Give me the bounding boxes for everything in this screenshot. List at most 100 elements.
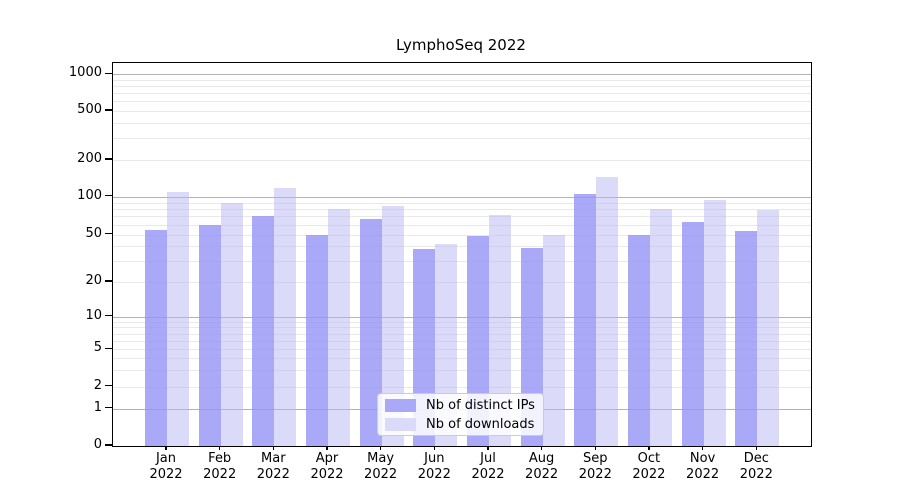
bar-downloads-jan bbox=[167, 191, 189, 446]
y-tick-mark-500 bbox=[105, 109, 112, 111]
bar-distinct-ips-sep bbox=[574, 194, 597, 446]
minor-gridline-40 bbox=[113, 246, 811, 248]
x-tick-mark-feb bbox=[219, 446, 221, 450]
y-tick-label-20: 20 bbox=[85, 273, 102, 288]
minor-gridline-70 bbox=[113, 216, 811, 218]
minor-gridline-90 bbox=[113, 202, 811, 204]
minor-gridline-2 bbox=[113, 386, 811, 388]
bar-distinct-ips-may bbox=[359, 218, 382, 446]
y-tick-mark-50 bbox=[105, 233, 112, 235]
minor-gridline-8 bbox=[113, 327, 811, 329]
minor-gridline-700 bbox=[113, 93, 811, 95]
bar-distinct-ips-jan bbox=[145, 229, 167, 446]
bar-downloads-aug bbox=[542, 234, 565, 446]
legend-item-distinct-ips: Nb of distinct IPs bbox=[378, 398, 543, 413]
legend-swatch-downloads bbox=[385, 417, 416, 431]
minor-gridline-4 bbox=[113, 358, 811, 360]
y-tick-label-0: 0 bbox=[93, 437, 102, 452]
y-tick-label-500: 500 bbox=[77, 102, 102, 117]
x-tick-mark-may bbox=[379, 446, 382, 450]
x-tick-mark-aug bbox=[540, 446, 543, 450]
bar-downloads-feb bbox=[220, 202, 243, 446]
bar-downloads-oct bbox=[649, 208, 672, 446]
y-tick-label-10: 10 bbox=[85, 307, 102, 323]
x-tick-label-jul: Jul 2022 bbox=[471, 451, 505, 482]
x-tick-label-jun: Jun 2022 bbox=[417, 451, 451, 482]
legend-label-downloads: Nb of downloads bbox=[426, 416, 535, 432]
minor-gridline-500 bbox=[113, 111, 811, 112]
minor-gridline-30 bbox=[113, 261, 811, 263]
chart-title: LymphoSeq 2022 bbox=[396, 36, 526, 54]
x-tick-label-dec: Dec 2022 bbox=[739, 451, 773, 482]
major-gridline-100 bbox=[113, 196, 811, 198]
minor-gridline-3 bbox=[113, 370, 811, 372]
minor-gridline-800 bbox=[113, 86, 811, 88]
y-tick-label-50: 50 bbox=[85, 225, 102, 241]
major-gridline-1000 bbox=[113, 74, 811, 76]
y-tick-mark-5 bbox=[105, 347, 112, 349]
x-tick-mark-jun bbox=[433, 446, 435, 450]
minor-gridline-6 bbox=[113, 340, 811, 342]
x-tick-mark-mar bbox=[272, 446, 274, 450]
legend: Nb of distinct IPs Nb of downloads bbox=[377, 393, 544, 436]
x-tick-label-sep: Sep 2022 bbox=[578, 451, 612, 482]
bar-distinct-ips-feb bbox=[198, 224, 221, 446]
y-tick-mark-200 bbox=[105, 158, 112, 160]
major-gridline-10 bbox=[113, 316, 811, 318]
bar-distinct-ips-dec bbox=[735, 230, 758, 446]
x-tick-mark-oct bbox=[648, 446, 650, 450]
y-tick-mark-0 bbox=[105, 444, 112, 446]
minor-gridline-9 bbox=[113, 321, 811, 323]
minor-gridline-900 bbox=[113, 79, 811, 81]
x-tick-mark-nov bbox=[701, 446, 704, 450]
bar-distinct-ips-apr bbox=[306, 234, 328, 446]
bar-downloads-dec bbox=[757, 210, 780, 446]
x-tick-label-nov: Nov 2022 bbox=[686, 451, 720, 482]
y-tick-mark-20 bbox=[105, 280, 112, 282]
legend-swatch-distinct-ips bbox=[385, 398, 416, 412]
minor-gridline-20 bbox=[113, 282, 811, 283]
legend-label-distinct-ips: Nb of distinct IPs bbox=[426, 397, 535, 413]
y-tick-label-2: 2 bbox=[93, 377, 102, 393]
y-tick-mark-10 bbox=[105, 315, 112, 317]
x-tick-label-apr: Apr 2022 bbox=[310, 451, 344, 482]
minor-gridline-300 bbox=[113, 138, 811, 140]
bar-distinct-ips-oct bbox=[627, 234, 650, 446]
minor-gridline-80 bbox=[113, 208, 811, 210]
minor-gridline-400 bbox=[113, 122, 811, 124]
y-tick-label-1000: 1000 bbox=[68, 65, 102, 81]
x-tick-mark-sep bbox=[594, 446, 596, 450]
y-tick-mark-1 bbox=[105, 407, 112, 409]
y-tick-label-200: 200 bbox=[77, 151, 102, 166]
bar-downloads-mar bbox=[274, 187, 297, 446]
bar-distinct-ips-nov bbox=[681, 222, 704, 446]
legend-item-downloads: Nb of downloads bbox=[378, 417, 543, 432]
bar-downloads-jul bbox=[489, 214, 511, 446]
plot-area bbox=[112, 62, 812, 447]
y-tick-mark-1000 bbox=[105, 72, 112, 74]
x-tick-label-aug: Aug 2022 bbox=[525, 451, 559, 482]
x-tick-label-jan: Jan 2022 bbox=[149, 451, 183, 482]
x-tick-mark-apr bbox=[326, 446, 328, 450]
x-tick-label-mar: Mar 2022 bbox=[256, 451, 290, 482]
y-tick-label-100: 100 bbox=[77, 187, 102, 203]
y-tick-mark-2 bbox=[105, 385, 112, 387]
minor-gridline-5 bbox=[113, 349, 811, 351]
bar-downloads-apr bbox=[328, 208, 350, 446]
y-tick-label-5: 5 bbox=[93, 340, 102, 356]
bar-downloads-sep bbox=[596, 177, 619, 446]
x-tick-label-may: May 2022 bbox=[364, 451, 398, 482]
y-tick-label-1: 1 bbox=[93, 399, 102, 415]
x-tick-label-oct: Oct 2022 bbox=[632, 451, 666, 482]
minor-gridline-600 bbox=[113, 101, 811, 103]
bar-downloads-nov bbox=[703, 199, 726, 446]
bar-distinct-ips-mar bbox=[252, 216, 275, 446]
y-tick-mark-100 bbox=[105, 195, 112, 197]
bar-downloads-may bbox=[381, 205, 404, 446]
minor-gridline-7 bbox=[113, 333, 811, 335]
minor-gridline-50 bbox=[113, 234, 811, 236]
x-tick-mark-jul bbox=[487, 446, 489, 450]
minor-gridline-60 bbox=[113, 224, 811, 226]
minor-gridline-200 bbox=[113, 160, 811, 161]
